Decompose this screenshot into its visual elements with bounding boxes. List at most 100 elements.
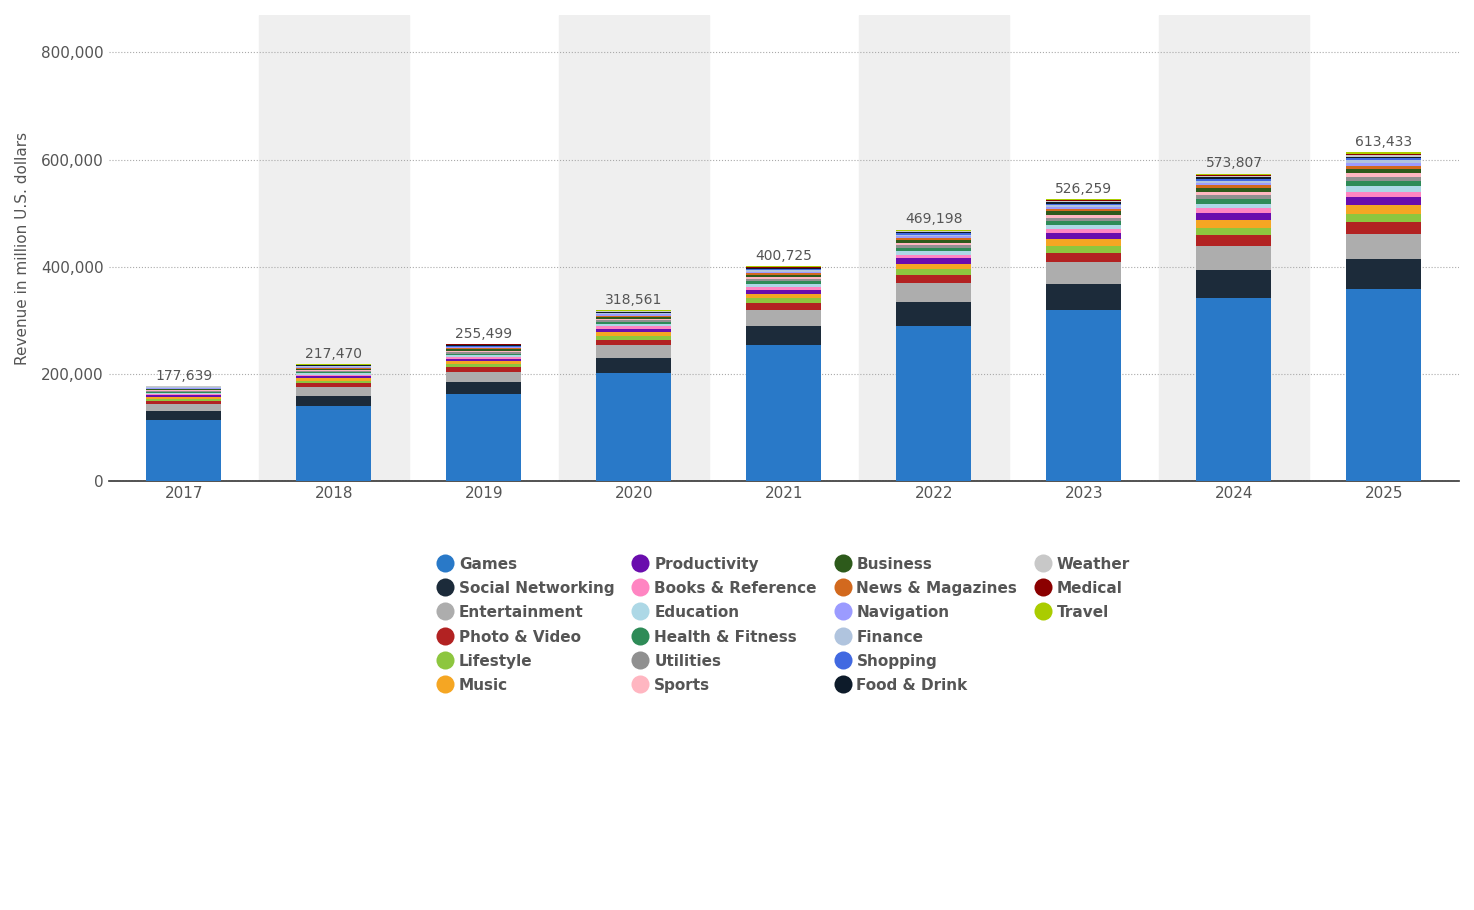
- Bar: [1197, 220, 1272, 228]
- Bar: [447, 357, 522, 359]
- Bar: [597, 339, 671, 345]
- Bar: [1197, 204, 1272, 208]
- Bar: [896, 326, 971, 481]
- Bar: [146, 411, 221, 420]
- Bar: [896, 232, 971, 234]
- Bar: [1047, 207, 1122, 209]
- Bar: [746, 270, 821, 271]
- Bar: [1197, 185, 1272, 188]
- Bar: [896, 243, 971, 246]
- Bar: [447, 361, 522, 364]
- Bar: [896, 237, 971, 238]
- Bar: [447, 367, 522, 371]
- Bar: [597, 318, 671, 320]
- Bar: [1346, 192, 1421, 197]
- Bar: [746, 294, 821, 298]
- Bar: [896, 251, 971, 255]
- Text: 177,639: 177,639: [155, 369, 212, 382]
- Bar: [597, 336, 671, 339]
- Bar: [896, 269, 971, 275]
- Bar: [447, 394, 522, 481]
- Bar: [1346, 187, 1421, 192]
- Bar: [1047, 246, 1122, 253]
- Bar: [296, 407, 371, 481]
- Bar: [896, 248, 971, 251]
- Bar: [597, 345, 671, 358]
- Bar: [447, 348, 522, 349]
- Bar: [1047, 221, 1122, 225]
- Bar: [296, 377, 371, 379]
- Bar: [1346, 177, 1421, 181]
- Bar: [597, 322, 671, 324]
- Bar: [896, 264, 971, 269]
- Text: 526,259: 526,259: [1055, 182, 1113, 196]
- Bar: [746, 271, 821, 273]
- Bar: [1346, 154, 1421, 156]
- Bar: [1047, 209, 1122, 211]
- Bar: [1197, 188, 1272, 192]
- Bar: [1346, 166, 1421, 169]
- Bar: [597, 329, 671, 332]
- Bar: [746, 269, 821, 270]
- Text: 613,433: 613,433: [1356, 136, 1412, 149]
- Bar: [746, 275, 821, 277]
- Bar: [1346, 163, 1421, 166]
- Bar: [746, 284, 821, 287]
- Bar: [1197, 228, 1272, 236]
- Bar: [746, 278, 821, 281]
- Text: 469,198: 469,198: [905, 212, 963, 227]
- Bar: [1346, 206, 1421, 214]
- Bar: [146, 399, 221, 401]
- Bar: [859, 15, 1008, 481]
- Bar: [447, 354, 522, 355]
- Bar: [597, 317, 671, 318]
- Legend: Games, Social Networking, Entertainment, Photo & Video, Lifestyle, Music, Produc: Games, Social Networking, Entertainment,…: [430, 549, 1138, 701]
- Bar: [296, 396, 371, 407]
- Bar: [1047, 199, 1122, 200]
- Bar: [1197, 177, 1272, 179]
- Bar: [146, 420, 221, 481]
- Bar: [146, 394, 221, 395]
- Bar: [896, 238, 971, 240]
- Bar: [1346, 173, 1421, 177]
- Bar: [1346, 197, 1421, 206]
- Bar: [746, 287, 821, 289]
- Bar: [896, 275, 971, 283]
- Bar: [447, 371, 522, 382]
- Bar: [896, 231, 971, 232]
- Bar: [447, 364, 522, 367]
- Bar: [1047, 204, 1122, 205]
- Bar: [746, 289, 821, 294]
- Bar: [1346, 169, 1421, 173]
- Bar: [896, 234, 971, 235]
- Text: 400,725: 400,725: [755, 249, 812, 263]
- Bar: [746, 281, 821, 284]
- Bar: [1346, 222, 1421, 234]
- Bar: [746, 326, 821, 345]
- Text: 573,807: 573,807: [1206, 157, 1262, 170]
- Text: 255,499: 255,499: [455, 327, 513, 341]
- Bar: [1197, 183, 1272, 185]
- Bar: [1197, 179, 1272, 181]
- Bar: [146, 397, 221, 399]
- Bar: [1047, 310, 1122, 481]
- Bar: [1197, 214, 1272, 220]
- Bar: [296, 379, 371, 380]
- Bar: [1197, 175, 1272, 177]
- Bar: [1047, 211, 1122, 215]
- Bar: [1346, 157, 1421, 158]
- Bar: [1047, 217, 1122, 221]
- Bar: [1346, 152, 1421, 154]
- Bar: [447, 349, 522, 350]
- Bar: [296, 387, 371, 396]
- Bar: [1197, 208, 1272, 214]
- Text: 318,561: 318,561: [606, 293, 662, 307]
- Bar: [746, 310, 821, 326]
- Bar: [896, 235, 971, 237]
- Bar: [146, 395, 221, 397]
- Bar: [1047, 202, 1122, 204]
- Bar: [1047, 284, 1122, 310]
- Bar: [296, 375, 371, 377]
- Bar: [1197, 199, 1272, 204]
- Bar: [146, 401, 221, 404]
